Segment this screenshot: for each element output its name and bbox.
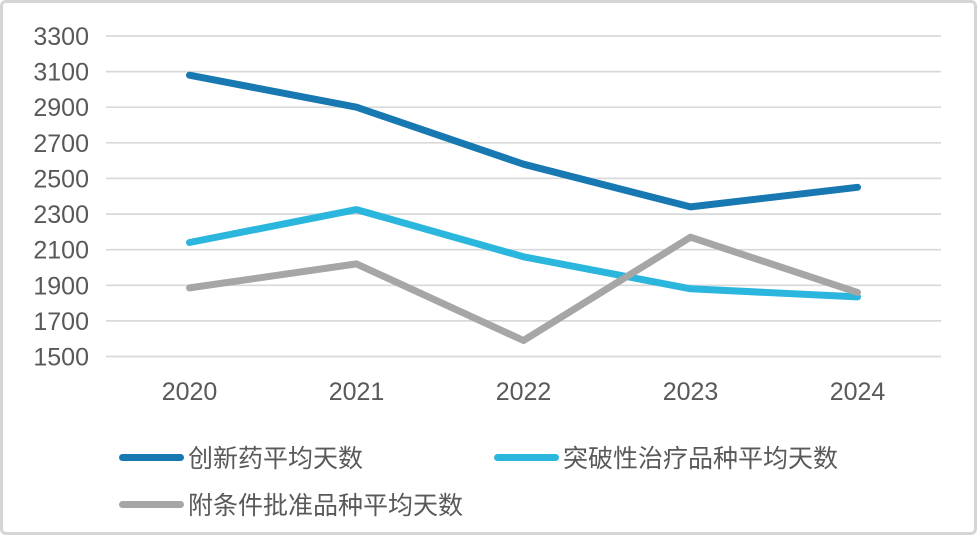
- y-axis-tick-label: 3100: [33, 59, 89, 87]
- y-axis-tick-label: 2900: [33, 94, 89, 122]
- y-axis-tick-label: 2500: [33, 165, 89, 193]
- x-axis-tick-label: 2024: [830, 378, 886, 406]
- y-axis-tick-label: 2300: [33, 201, 89, 229]
- y-axis-tick-label: 3300: [33, 23, 89, 51]
- y-axis-tick-label: 1900: [33, 272, 89, 300]
- legend-item-breakthrough-therapy: 突破性治疗品种平均天数: [494, 439, 838, 475]
- legend-item-innovative-drug: 创新药平均天数: [119, 439, 363, 475]
- series-line-1: [186, 206, 861, 301]
- legend-label-conditional: 附条件批准品种平均天数: [188, 492, 464, 520]
- y-axis-tick-label: 1700: [33, 308, 89, 336]
- y-axis-tick-label: 1500: [33, 344, 89, 372]
- y-axis-tick-label: 2700: [33, 130, 89, 158]
- x-axis-tick-label: 2023: [663, 378, 719, 406]
- legend-label-innovative: 创新药平均天数: [188, 445, 364, 473]
- legend-label-breakthrough: 突破性治疗品种平均天数: [563, 445, 839, 473]
- series-line-0: [186, 71, 861, 211]
- legend-item-conditional-approval: 附条件批准品种平均天数: [119, 486, 463, 522]
- series-line-2: [186, 233, 861, 344]
- approval-days-line-chart: 3300 3100 2900 2700 2500 2300 2100 1900 1700 1500…: [33, 23, 941, 406]
- y-axis-tick-label: 2100: [33, 237, 89, 265]
- x-axis-tick-label: 2020: [162, 378, 218, 406]
- x-axis-tick-label: 2022: [496, 378, 552, 406]
- x-axis-tick-label: 2021: [329, 378, 385, 406]
- legend-line-swatch-breakthrough: [494, 453, 559, 461]
- legend-line-swatch-innovative: [119, 453, 184, 461]
- legend-line-swatch-conditional: [119, 500, 184, 508]
